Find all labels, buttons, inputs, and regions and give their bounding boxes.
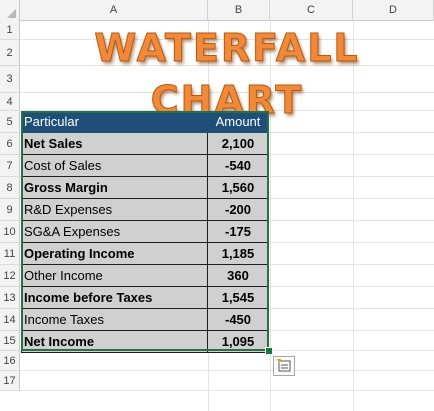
cell-amount[interactable]: 2,100 [208,133,269,155]
cell-particular[interactable]: Operating Income [21,243,208,265]
row-header-15[interactable]: 15 [0,331,20,351]
table-row: Income before Taxes 1,545 [21,287,269,309]
row-header-1[interactable]: 1 [0,21,20,40]
gridline-h [20,390,434,391]
row-header-2[interactable]: 2 [0,40,20,66]
gridline-h [20,110,434,111]
gridline-h [20,370,434,371]
row-header-8[interactable]: 8 [0,177,20,199]
row-header-4[interactable]: 4 [0,93,20,111]
row-header-11[interactable]: 11 [0,243,20,265]
header-cell-amount[interactable]: Amount [208,111,269,133]
gridline-h [20,39,434,40]
cell-particular[interactable]: R&D Expenses [21,199,208,221]
table-row: Net Sales 2,100 [21,133,269,155]
row-header-13[interactable]: 13 [0,287,20,309]
table-row: Operating Income 1,185 [21,243,269,265]
cell-amount[interactable]: -175 [208,221,269,243]
cell-particular[interactable]: Gross Margin [21,177,208,199]
table-row: Income Taxes -450 [21,309,269,331]
table-row: Net Income 1,095 [21,331,269,353]
cell-particular[interactable]: Income before Taxes [21,287,208,309]
cell-amount[interactable]: -540 [208,155,269,177]
row-header-5[interactable]: 5 [0,111,20,133]
row-header-12[interactable]: 12 [0,265,20,287]
table-row: Cost of Sales -540 [21,155,269,177]
row-header-16[interactable]: 16 [0,351,20,371]
cell-amount[interactable]: -450 [208,309,269,331]
select-all-triangle-icon [7,9,16,18]
gridline-h [20,92,434,93]
cell-particular[interactable]: Cost of Sales [21,155,208,177]
column-header-a[interactable]: A [20,0,208,21]
table-row: Gross Margin 1,560 [21,177,269,199]
table-row: SG&A Expenses -175 [21,221,269,243]
row-header-17[interactable]: 17 [0,371,20,391]
row-header-14[interactable]: 14 [0,309,20,331]
cell-particular[interactable]: Net Income [21,331,208,353]
column-header-d[interactable]: D [353,0,434,21]
cell-particular[interactable]: Income Taxes [21,309,208,331]
select-all-button[interactable] [0,0,20,21]
cell-amount[interactable]: 1,560 [208,177,269,199]
table-row: Other Income 360 [21,265,269,287]
row-header-6[interactable]: 6 [0,133,20,155]
row-header-10[interactable]: 10 [0,221,20,243]
column-header-b[interactable]: B [208,0,270,21]
gridline-v [270,21,271,411]
header-cell-particular[interactable]: Particular [21,111,208,133]
cell-amount[interactable]: -200 [208,199,269,221]
cell-particular[interactable]: Other Income [21,265,208,287]
cell-amount[interactable]: 360 [208,265,269,287]
fill-handle[interactable] [265,347,273,355]
cell-particular[interactable]: SG&A Expenses [21,221,208,243]
sheet-title-wordart[interactable]: WATERFALL CHART [94,26,360,123]
cell-particular[interactable]: Net Sales [21,133,208,155]
row-header-3[interactable]: 3 [0,66,20,93]
table-header-row: Particular Amount [21,111,269,133]
column-header-bar [0,0,434,21]
cell-amount[interactable]: 1,185 [208,243,269,265]
table-row: R&D Expenses -200 [21,199,269,221]
quick-analysis-icon [277,359,291,372]
gridline-h [20,65,434,66]
column-header-c[interactable]: C [270,0,353,21]
cell-amount[interactable]: 1,095 [208,331,269,353]
cell-amount[interactable]: 1,545 [208,287,269,309]
quick-analysis-button[interactable] [273,356,295,376]
row-header-9[interactable]: 9 [0,199,20,221]
gridline-v [353,21,354,411]
row-header-7[interactable]: 7 [0,155,20,177]
